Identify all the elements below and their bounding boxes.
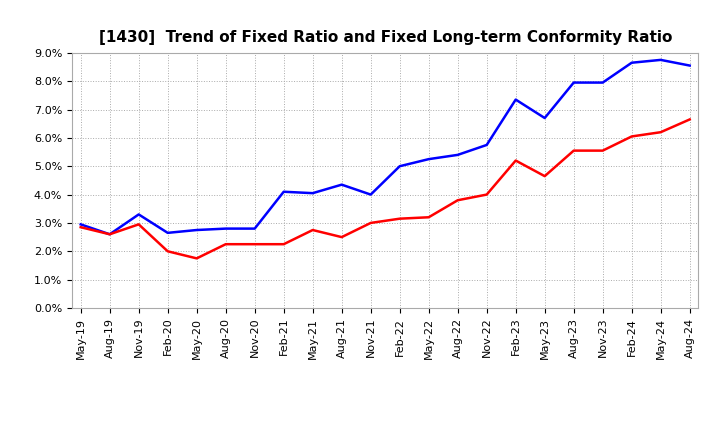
Fixed Ratio <box>279 189 288 194</box>
Fixed Long-term Conformity Ratio <box>541 173 549 179</box>
Fixed Long-term Conformity Ratio <box>511 158 520 163</box>
Fixed Ratio <box>482 142 491 147</box>
Fixed Long-term Conformity Ratio <box>221 242 230 247</box>
Fixed Ratio <box>395 164 404 169</box>
Fixed Long-term Conformity Ratio <box>685 117 694 122</box>
Fixed Long-term Conformity Ratio <box>395 216 404 221</box>
Line: Fixed Long-term Conformity Ratio: Fixed Long-term Conformity Ratio <box>81 119 690 258</box>
Fixed Long-term Conformity Ratio <box>163 249 172 254</box>
Fixed Ratio <box>251 226 259 231</box>
Fixed Ratio <box>541 115 549 121</box>
Fixed Long-term Conformity Ratio <box>192 256 201 261</box>
Fixed Long-term Conformity Ratio <box>454 198 462 203</box>
Fixed Long-term Conformity Ratio <box>105 231 114 237</box>
Fixed Ratio <box>627 60 636 66</box>
Title: [1430]  Trend of Fixed Ratio and Fixed Long-term Conformity Ratio: [1430] Trend of Fixed Ratio and Fixed Lo… <box>99 29 672 45</box>
Fixed Ratio <box>570 80 578 85</box>
Fixed Long-term Conformity Ratio <box>570 148 578 153</box>
Fixed Ratio <box>105 231 114 237</box>
Fixed Ratio <box>454 152 462 158</box>
Fixed Long-term Conformity Ratio <box>251 242 259 247</box>
Fixed Long-term Conformity Ratio <box>308 227 317 233</box>
Fixed Long-term Conformity Ratio <box>657 129 665 135</box>
Fixed Ratio <box>424 157 433 162</box>
Fixed Ratio <box>338 182 346 187</box>
Fixed Long-term Conformity Ratio <box>366 220 375 226</box>
Fixed Long-term Conformity Ratio <box>424 215 433 220</box>
Fixed Ratio <box>135 212 143 217</box>
Fixed Ratio <box>511 97 520 102</box>
Fixed Long-term Conformity Ratio <box>76 224 85 230</box>
Fixed Ratio <box>221 226 230 231</box>
Fixed Ratio <box>308 191 317 196</box>
Fixed Ratio <box>366 192 375 197</box>
Fixed Long-term Conformity Ratio <box>338 235 346 240</box>
Fixed Long-term Conformity Ratio <box>135 222 143 227</box>
Fixed Long-term Conformity Ratio <box>627 134 636 139</box>
Fixed Ratio <box>598 80 607 85</box>
Fixed Ratio <box>685 63 694 68</box>
Fixed Long-term Conformity Ratio <box>598 148 607 153</box>
Fixed Ratio <box>657 57 665 62</box>
Fixed Ratio <box>192 227 201 233</box>
Fixed Long-term Conformity Ratio <box>482 192 491 197</box>
Fixed Ratio <box>163 230 172 235</box>
Fixed Long-term Conformity Ratio <box>279 242 288 247</box>
Fixed Ratio <box>76 222 85 227</box>
Line: Fixed Ratio: Fixed Ratio <box>81 60 690 234</box>
